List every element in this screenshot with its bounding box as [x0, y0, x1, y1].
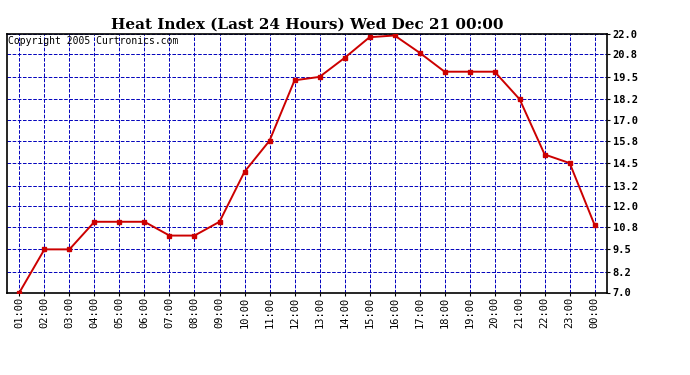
Text: Copyright 2005 Curtronics.com: Copyright 2005 Curtronics.com: [8, 36, 179, 46]
Title: Heat Index (Last 24 Hours) Wed Dec 21 00:00: Heat Index (Last 24 Hours) Wed Dec 21 00…: [111, 17, 503, 31]
